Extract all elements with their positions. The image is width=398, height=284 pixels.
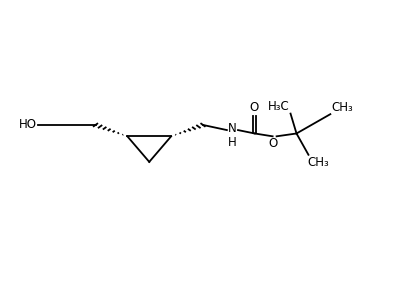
Text: CH₃: CH₃ xyxy=(308,156,330,169)
Text: N: N xyxy=(228,122,236,135)
Text: H: H xyxy=(228,136,236,149)
Text: O: O xyxy=(268,137,277,150)
Text: O: O xyxy=(249,101,259,114)
Text: CH₃: CH₃ xyxy=(332,101,353,114)
Text: HO: HO xyxy=(19,118,37,131)
Text: H₃C: H₃C xyxy=(268,100,290,113)
